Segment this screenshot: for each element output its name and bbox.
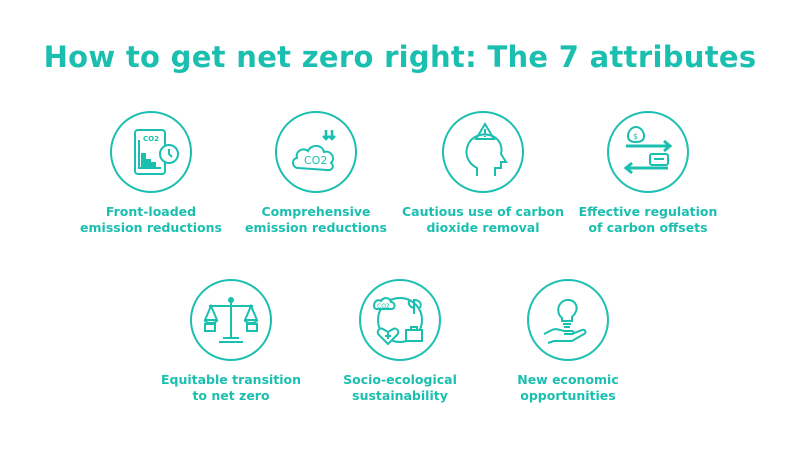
svg-text:$: $ xyxy=(633,132,638,141)
label-line: emission reductions xyxy=(245,220,387,235)
attribute-cautious-cdr: Cautious use of carbon dioxide removal xyxy=(393,110,573,236)
label-line: of carbon offsets xyxy=(588,220,708,235)
label-line: dioxide removal xyxy=(426,220,540,235)
attribute-equitable: Equitable transition to net zero xyxy=(141,278,321,404)
attribute-comprehensive: CO2 Comprehensive emission reductions xyxy=(226,110,406,236)
attribute-socio-ecological: CO2 Socio-ecological sustainability xyxy=(310,278,490,404)
label-line: New economic xyxy=(517,372,619,387)
attribute-label: Comprehensive emission reductions xyxy=(226,204,406,236)
label-line: Cautious use of carbon xyxy=(401,204,565,219)
page-title: How to get net zero right: The 7 attribu… xyxy=(43,40,757,74)
label-line: opportunities xyxy=(520,388,616,403)
attribute-label: Equitable transition to net zero xyxy=(141,372,321,404)
label-line: Effective regulation xyxy=(578,204,718,219)
balance-scale-icon xyxy=(190,279,272,361)
attribute-label: New economic opportunities xyxy=(478,372,658,404)
svg-text:CO2: CO2 xyxy=(377,303,390,310)
chart-clock-icon: CO2 xyxy=(110,111,192,193)
label-line: Equitable transition xyxy=(160,372,302,387)
label-line: to net zero xyxy=(192,388,270,403)
svg-text:CO2: CO2 xyxy=(143,135,159,143)
label-line: Front-loaded xyxy=(105,204,197,219)
lightbulb-hand-icon xyxy=(527,279,609,361)
head-warning-icon xyxy=(442,111,524,193)
money-exchange-icon: $ xyxy=(607,111,689,193)
attribute-front-loaded: CO2 Front-loaded emission reductions xyxy=(61,110,241,236)
attribute-label: Effective regulation of carbon offsets xyxy=(558,204,738,236)
label-line: sustainability xyxy=(352,388,448,403)
socio-ecological-icon: CO2 xyxy=(359,279,441,361)
attribute-offsets: $ Effective regulation of carbon offsets xyxy=(558,110,738,236)
attribute-label: Cautious use of carbon dioxide removal xyxy=(393,204,573,236)
label-line: Socio-ecological xyxy=(343,372,457,387)
svg-text:CO2: CO2 xyxy=(304,154,327,167)
co2-cloud-icon: CO2 xyxy=(275,111,357,193)
attribute-economic: New economic opportunities xyxy=(478,278,658,404)
attribute-label: Front-loaded emission reductions xyxy=(61,204,241,236)
attribute-label: Socio-ecological sustainability xyxy=(310,372,490,404)
label-line: emission reductions xyxy=(80,220,222,235)
label-line: Comprehensive xyxy=(261,204,371,219)
